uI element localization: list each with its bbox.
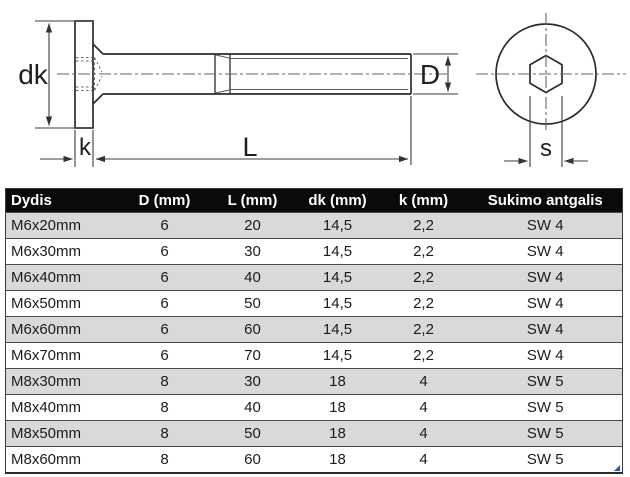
table-cell: 2,2 <box>378 212 469 239</box>
table-cell: 6 <box>120 212 209 239</box>
table-cell: M6x70mm <box>5 342 121 369</box>
hidden-cone-line <box>94 75 103 91</box>
column-header: dk (mm) <box>296 188 379 213</box>
table-cell: 6 <box>120 290 209 317</box>
table-cell: SW 5 <box>468 368 623 395</box>
table-cell: M6x60mm <box>5 316 121 343</box>
table-cell: 2,2 <box>378 342 469 369</box>
table-cell: 40 <box>208 394 297 421</box>
table-cell: SW 4 <box>468 316 623 343</box>
table-cell: 60 <box>208 446 297 473</box>
table-cell: 60 <box>208 316 297 343</box>
d-label: D <box>420 59 440 90</box>
table-row: M8x30mm 8 30 18 4 SW 5 <box>5 368 623 395</box>
table-cell: 8 <box>120 394 209 421</box>
table-cell: 70 <box>208 342 297 369</box>
thread-leadin-bottom <box>215 88 232 94</box>
table-cell: 30 <box>208 368 297 395</box>
table-row: M6x50mm 6 50 14,5 2,2 SW 4 <box>5 290 623 317</box>
table-row: M6x60mm 6 60 14,5 2,2 SW 4 <box>5 316 623 343</box>
technical-drawing: dk k L D s <box>18 13 626 167</box>
table-cell: SW 4 <box>468 264 623 291</box>
table-cell: 14,5 <box>296 290 379 317</box>
k-label: k <box>79 134 92 161</box>
column-header: D (mm) <box>120 188 209 213</box>
table-cell: 2,2 <box>378 290 469 317</box>
table-cell: 14,5 <box>296 342 379 369</box>
table-cell: M6x40mm <box>5 264 121 291</box>
table-cell: 4 <box>378 420 469 447</box>
table-cell: 18 <box>296 446 379 473</box>
table-row: M6x20mm 6 20 14,5 2,2 SW 4 <box>5 212 623 239</box>
table-cell: 30 <box>208 238 297 265</box>
column-header: Sukimo antgalis <box>468 188 623 213</box>
table-cell: SW 4 <box>468 212 623 239</box>
table-cell: 6 <box>120 264 209 291</box>
s-label: s <box>540 135 552 162</box>
l-label: L <box>242 132 257 162</box>
excel-corner-marker <box>614 465 620 471</box>
table-cell: M6x50mm <box>5 290 121 317</box>
table-cell: 4 <box>378 368 469 395</box>
table-row: M8x40mm 8 40 18 4 SW 5 <box>5 394 623 421</box>
table-cell: 14,5 <box>296 264 379 291</box>
table-cell: 8 <box>120 446 209 473</box>
table-row: M6x30mm 6 30 14,5 2,2 SW 4 <box>5 238 623 265</box>
table-cell: M8x50mm <box>5 420 121 447</box>
table-cell: 4 <box>378 446 469 473</box>
table-row: M8x60mm 8 60 18 4 SW 5 <box>5 446 623 473</box>
table-cell: M6x30mm <box>5 238 121 265</box>
table-cell: 6 <box>120 316 209 343</box>
dk-label: dk <box>18 59 49 90</box>
table-cell: 8 <box>120 368 209 395</box>
s-dimension <box>504 96 588 167</box>
table-cell: M8x40mm <box>5 394 121 421</box>
table-cell: 18 <box>296 368 379 395</box>
table-cell: M8x30mm <box>5 368 121 395</box>
table-cell: 8 <box>120 420 209 447</box>
column-header: L (mm) <box>208 188 297 213</box>
table-cell: 14,5 <box>296 238 379 265</box>
table-cell: SW 5 <box>468 394 623 421</box>
table-cell: M8x60mm <box>5 446 121 473</box>
table-cell: SW 5 <box>468 420 623 447</box>
spec-table-container: Dydis D (mm) L (mm) dk (mm) k (mm) Sukimo ant… <box>5 188 623 474</box>
table-row: M6x40mm 6 40 14,5 2,2 SW 4 <box>5 264 623 291</box>
table-cell: 2,2 <box>378 316 469 343</box>
table-cell: 2,2 <box>378 238 469 265</box>
table-cell: SW 4 <box>468 290 623 317</box>
table-cell: M6x20mm <box>5 212 121 239</box>
table-cell: SW 4 <box>468 342 623 369</box>
table-cell: 40 <box>208 264 297 291</box>
table-row: M6x70mm 6 70 14,5 2,2 SW 4 <box>5 342 623 369</box>
spec-table: Dydis D (mm) L (mm) dk (mm) k (mm) Sukimo ant… <box>5 188 623 474</box>
table-cell: 18 <box>296 394 379 421</box>
table-header-row: Dydis D (mm) L (mm) dk (mm) k (mm) Sukimo ant… <box>5 188 623 213</box>
table-cell: 6 <box>120 238 209 265</box>
dimension-lines <box>35 20 458 167</box>
table-cell: 50 <box>208 290 297 317</box>
hidden-cone-line <box>94 57 103 73</box>
table-cell: 20 <box>208 212 297 239</box>
table-row: M8x50mm 8 50 18 4 SW 5 <box>5 420 623 447</box>
column-header: Dydis <box>5 188 121 213</box>
table-cell: 6 <box>120 342 209 369</box>
head-cone-bottom <box>92 93 104 105</box>
head-cone-top <box>92 43 104 55</box>
table-cell: 14,5 <box>296 212 379 239</box>
thread-lines <box>215 54 408 94</box>
table-cell: 18 <box>296 420 379 447</box>
table-cell: 50 <box>208 420 297 447</box>
table-cell: 14,5 <box>296 316 379 343</box>
thread-leadin-top <box>215 54 232 60</box>
table-cell: SW 4 <box>468 238 623 265</box>
column-header: k (mm) <box>378 188 469 213</box>
table-cell: 2,2 <box>378 264 469 291</box>
table-cell: SW 5 <box>468 446 623 473</box>
table-cell: 4 <box>378 394 469 421</box>
